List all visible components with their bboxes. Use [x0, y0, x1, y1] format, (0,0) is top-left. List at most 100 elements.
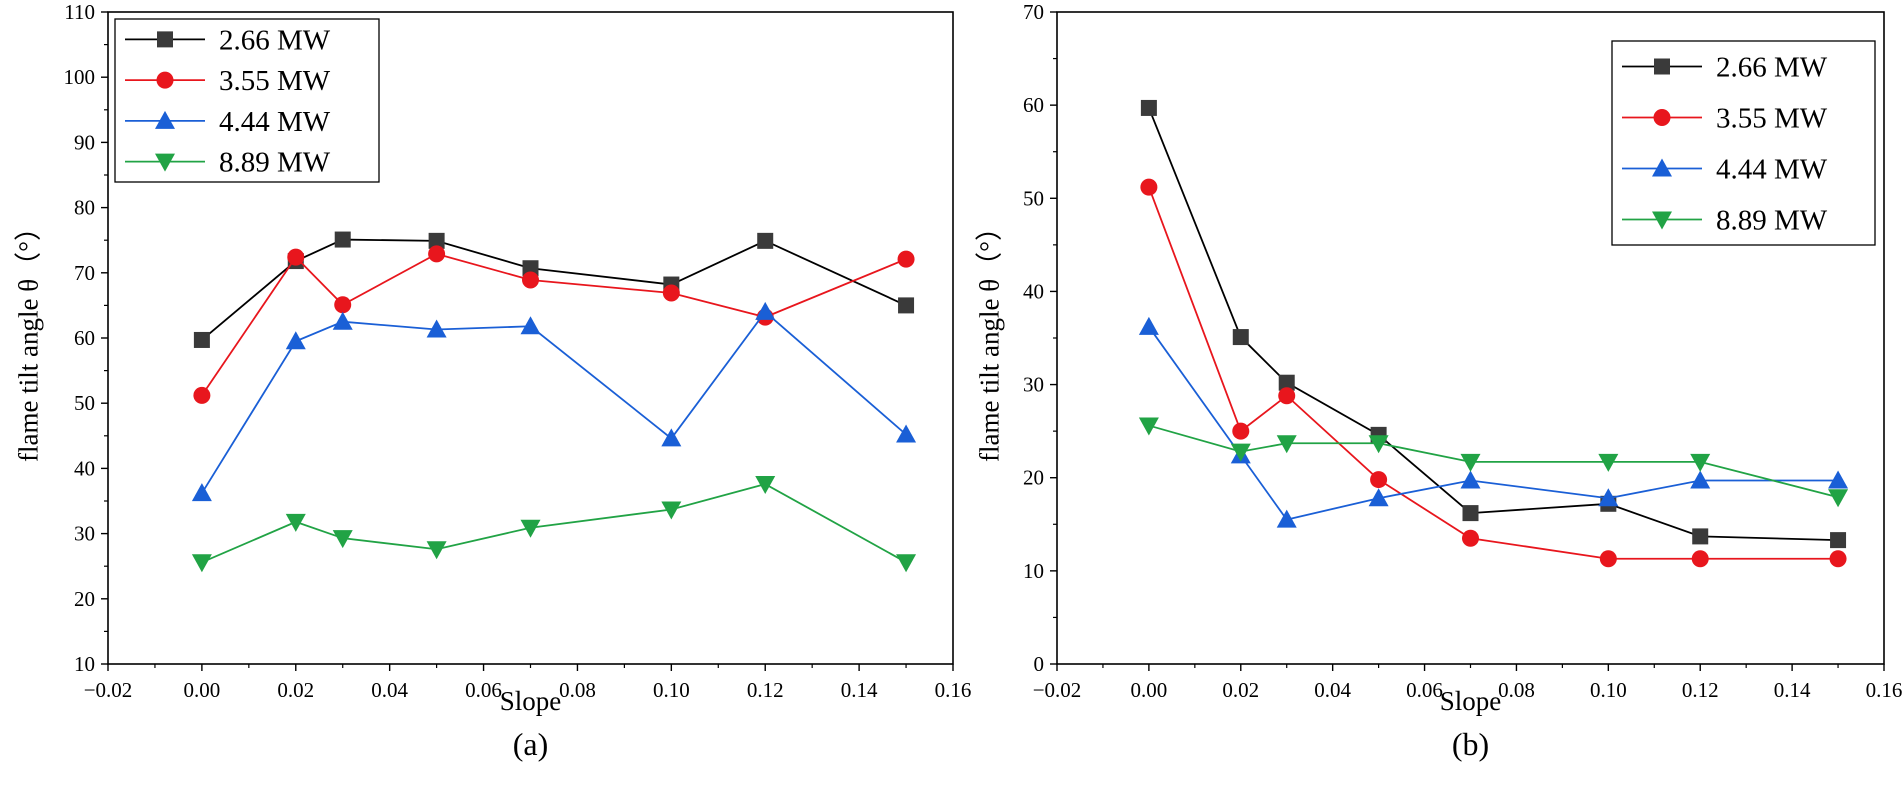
y-tick-label: 50: [74, 391, 95, 415]
y-tick-label: 110: [64, 0, 95, 24]
data-point: [193, 331, 210, 348]
data-point: [520, 316, 541, 335]
x-tick-label: 0.06: [1406, 678, 1443, 702]
x-tick-label: 0.04: [371, 678, 408, 702]
legend-marker: [1652, 158, 1672, 177]
legend-label: 4.44 MW: [1716, 154, 1828, 186]
x-tick-label: 0.10: [653, 678, 690, 702]
data-point: [1828, 489, 1849, 508]
data-point: [1830, 532, 1847, 549]
chart-panel-b: −0.02 0.00 0.02 0.04 0.06 0.08 0.10 0.12 0.14 0.1…: [974, 0, 1902, 762]
data-point: [1140, 178, 1158, 196]
x-tick-label: 0.06: [465, 678, 502, 702]
data-point: [285, 513, 306, 532]
series-line: [1148, 186, 1839, 560]
legend-marker: [157, 31, 173, 48]
data-point: [1460, 453, 1481, 472]
series-line: [201, 310, 907, 494]
series-line: [201, 252, 907, 396]
data-point: [1276, 435, 1297, 454]
y-tick-label: 60: [1023, 93, 1044, 117]
x-axis-title: Slope: [1440, 686, 1502, 716]
x-tick-label: 0.12: [1682, 678, 1719, 702]
x-tick-label: 0.02: [277, 678, 314, 702]
data-point: [1829, 550, 1847, 568]
data-point: [1598, 453, 1619, 472]
y-tick-label: 70: [74, 261, 95, 285]
y-tick-label: 90: [74, 130, 95, 154]
data-point: [428, 232, 445, 249]
x-tick-label: 0.04: [1314, 678, 1351, 702]
y-tick-label: 80: [74, 196, 95, 220]
x-tick-label: 0.14: [841, 678, 878, 702]
data-point: [428, 245, 446, 263]
legend-label: 2.66 MW: [1716, 52, 1828, 84]
data-point: [1462, 505, 1479, 522]
y-tick-label: 10: [1023, 559, 1044, 583]
data-point: [1828, 470, 1849, 489]
data-point: [1599, 550, 1617, 568]
data-point: [897, 250, 915, 268]
x-tick-label: 0.12: [747, 678, 784, 702]
series-line: [201, 483, 907, 564]
x-tick-label: 0.16: [935, 678, 972, 702]
y-tick-label: 0: [1034, 652, 1045, 676]
x-tick-label: 0.00: [1131, 678, 1168, 702]
axes-ticks: −0.02 0.00 0.02 0.04 0.06 0.08 0.10 0.12 0.14 0.1…: [64, 0, 972, 702]
series-layer: [191, 231, 917, 573]
data-point: [1232, 329, 1249, 346]
data-point: [332, 311, 353, 330]
data-point: [426, 541, 447, 560]
data-point: [1230, 443, 1251, 462]
data-point: [1691, 550, 1709, 568]
x-tick-label: 0.08: [1498, 678, 1535, 702]
x-tick-label: 0.16: [1866, 678, 1903, 702]
x-tick-label: 0.02: [1222, 678, 1259, 702]
legend: 2.66 MW 3.55 MW 4.44 MW 8.89 MW: [114, 18, 380, 183]
x-tick-label: −0.02: [84, 678, 133, 702]
series-layer: [1138, 99, 1849, 568]
data-point: [1368, 488, 1389, 507]
data-point: [1368, 435, 1389, 454]
y-tick-label: 30: [1023, 373, 1044, 397]
data-point: [1370, 471, 1388, 489]
y-tick-label: 10: [74, 652, 95, 676]
x-tick-label: −0.02: [1033, 678, 1082, 702]
data-point: [285, 331, 306, 350]
data-point: [755, 476, 776, 495]
data-point: [1598, 488, 1619, 507]
series-line: [1148, 326, 1839, 521]
y-tick-label: 70: [1023, 0, 1044, 24]
legend: 2.66 MW 3.55 MW 4.44 MW 8.89 MW: [1611, 40, 1876, 246]
y-tick-label: 60: [74, 326, 95, 350]
legend-label: 3.55 MW: [219, 65, 331, 97]
data-point: [661, 428, 682, 447]
panel-caption: (a): [513, 726, 549, 762]
data-point: [332, 530, 353, 549]
data-point: [426, 319, 447, 338]
data-point: [287, 248, 305, 266]
chart-panel-a: −0.02 0.00 0.02 0.04 0.06 0.08 0.10 0.12 0.14 0.1…: [13, 0, 971, 762]
data-point: [896, 554, 917, 573]
data-point: [898, 297, 915, 314]
data-point: [191, 483, 212, 502]
data-point: [1690, 453, 1711, 472]
legend-label: 4.44 MW: [219, 106, 331, 138]
y-tick-label: 30: [74, 522, 95, 546]
data-point: [191, 554, 212, 573]
y-tick-label: 40: [1023, 279, 1044, 303]
legend-box: [1611, 40, 1876, 246]
legend-label: 8.89 MW: [219, 147, 331, 179]
x-tick-label: 0.14: [1774, 678, 1811, 702]
data-point: [1462, 529, 1479, 547]
data-point: [1278, 374, 1295, 391]
data-point: [755, 301, 776, 320]
data-point: [522, 260, 539, 277]
series-line: [1148, 424, 1839, 499]
data-point: [1140, 99, 1157, 116]
axes-ticks: −0.02 0.00 0.02 0.04 0.06 0.08 0.10 0.12 0.14 0.1…: [1023, 0, 1902, 702]
y-tick-label: 100: [64, 65, 96, 89]
x-tick-label: 0.10: [1590, 678, 1627, 702]
data-point: [193, 386, 211, 404]
